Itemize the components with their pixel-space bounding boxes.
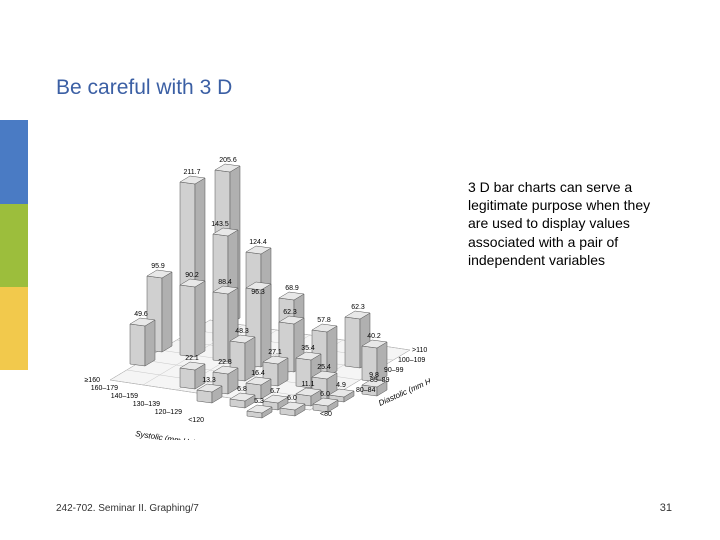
svg-text:211.7: 211.7 (184, 169, 201, 176)
svg-text:205.6: 205.6 (219, 157, 237, 164)
svg-text:4.9: 4.9 (336, 382, 346, 389)
svg-text:40.2: 40.2 (367, 333, 381, 340)
chart-svg: 205.6 211.7 143.5 124.4 68.9 95.9 90.2 8… (80, 150, 430, 440)
svg-text:6.7: 6.7 (270, 388, 280, 395)
svg-text:6.0: 6.0 (287, 395, 297, 402)
svg-text:35.4: 35.4 (301, 345, 315, 352)
svg-text:130–139: 130–139 (133, 401, 160, 408)
svg-text:80–84: 80–84 (356, 387, 376, 394)
svg-text:49.6: 49.6 (134, 311, 148, 318)
page-title: Be careful with 3 D (56, 76, 232, 100)
svg-text:120–129: 120–129 (155, 409, 182, 416)
svg-text:5.3: 5.3 (254, 398, 264, 405)
svg-text:≥160: ≥160 (84, 377, 100, 384)
svg-text:57.8: 57.8 (317, 317, 331, 324)
svg-text:48.3: 48.3 (235, 328, 249, 335)
svg-text:16.4: 16.4 (251, 370, 265, 377)
svg-text:124.4: 124.4 (249, 239, 267, 246)
svg-text:90.2: 90.2 (185, 272, 199, 279)
svg-text:143.5: 143.5 (211, 221, 229, 228)
svg-text:160–179: 160–179 (91, 385, 118, 392)
svg-text:22.1: 22.1 (185, 355, 199, 362)
stripe-blue (0, 120, 28, 204)
body-text: 3 D bar charts can serve a legitimate pu… (468, 178, 663, 269)
svg-text:96.3: 96.3 (251, 289, 265, 296)
svg-text:62.3: 62.3 (283, 309, 297, 316)
svg-text:88.4: 88.4 (218, 279, 232, 286)
svg-text:90–99: 90–99 (384, 367, 404, 374)
footer-left: 242-702. Seminar II. Graphing/7 (56, 503, 199, 514)
svg-text:<120: <120 (188, 417, 204, 424)
svg-text:Systolic (mm Hg): Systolic (mm Hg) (135, 429, 197, 440)
svg-text:25.4: 25.4 (317, 364, 331, 371)
svg-text:85–89: 85–89 (370, 377, 390, 384)
page-number: 31 (660, 502, 672, 514)
svg-text:95.9: 95.9 (151, 263, 165, 270)
svg-text:68.9: 68.9 (285, 285, 299, 292)
svg-text:11.1: 11.1 (301, 381, 314, 388)
chart-3d-bar: 205.6 211.7 143.5 124.4 68.9 95.9 90.2 8… (80, 150, 430, 440)
svg-text:6.8: 6.8 (237, 386, 247, 393)
svg-text:62.3: 62.3 (351, 304, 365, 311)
stripe-green (0, 204, 28, 287)
svg-text:27.1: 27.1 (268, 349, 282, 356)
svg-text:100–109: 100–109 (398, 357, 425, 364)
svg-text:6.0: 6.0 (320, 391, 330, 398)
svg-text:22.8: 22.8 (218, 359, 232, 366)
svg-text:13.3: 13.3 (202, 377, 216, 384)
svg-text:<80: <80 (320, 411, 332, 418)
svg-text:>110: >110 (412, 347, 427, 354)
stripe-yellow (0, 287, 28, 370)
svg-text:140–159: 140–159 (111, 393, 138, 400)
sidebar-accent (0, 120, 28, 370)
